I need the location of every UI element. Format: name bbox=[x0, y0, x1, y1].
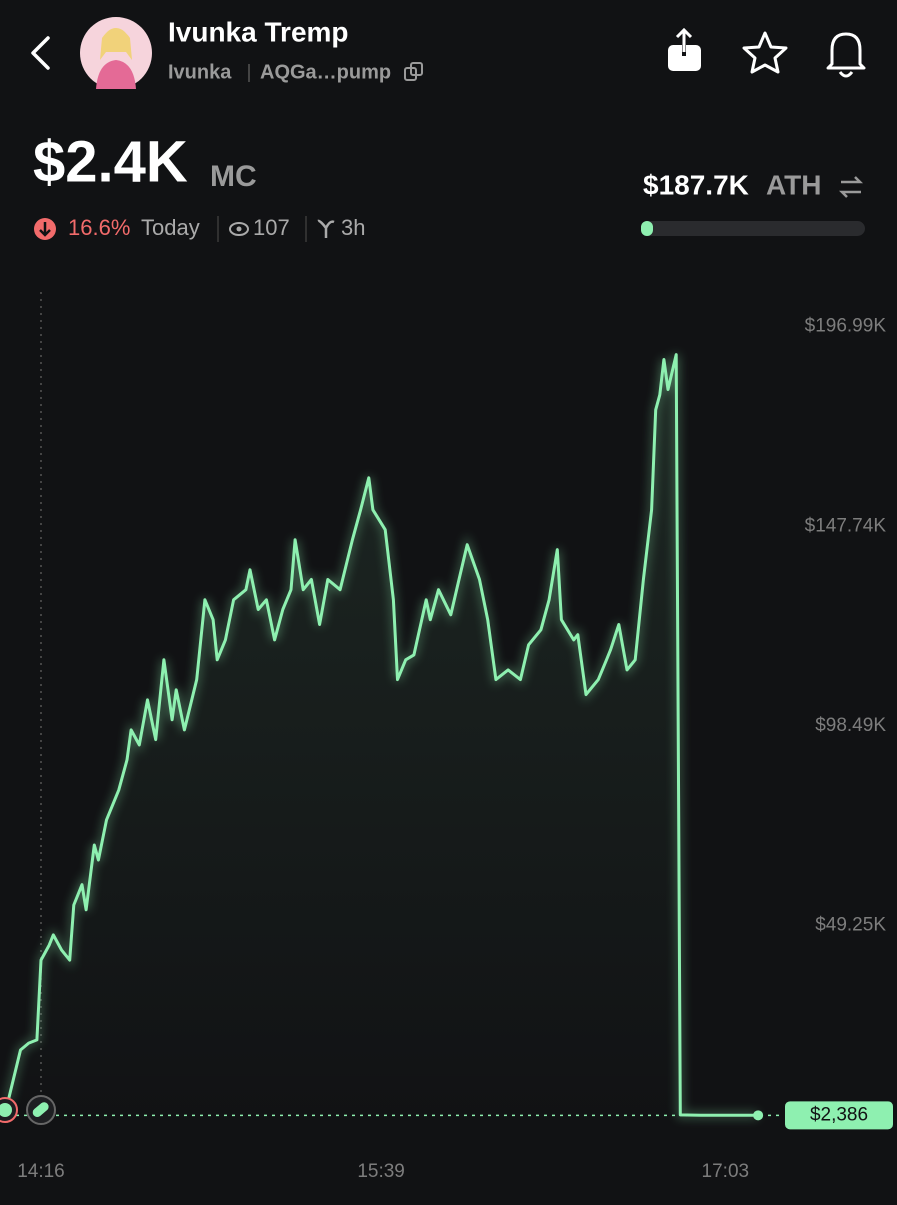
alert-button[interactable] bbox=[826, 32, 866, 78]
change-period: Today bbox=[141, 215, 200, 240]
market-cap: $2.4K bbox=[33, 129, 188, 194]
views-count: 107 bbox=[253, 215, 290, 240]
avatar bbox=[80, 17, 152, 89]
change-percent: 16.6% bbox=[68, 215, 130, 240]
token-ticker: Ivunka bbox=[168, 61, 232, 83]
y-tick-label: $98.49K bbox=[815, 715, 886, 736]
age-icon bbox=[317, 219, 335, 238]
line bbox=[6, 353, 759, 1117]
last-price-label: $2,386 bbox=[810, 1104, 868, 1125]
ath-unit: ATH bbox=[766, 169, 821, 200]
back-button[interactable] bbox=[31, 36, 50, 70]
favorite-button[interactable] bbox=[742, 31, 788, 74]
ath-progress-track bbox=[641, 221, 865, 236]
ath-progress-fill bbox=[641, 221, 653, 236]
copy-icon[interactable] bbox=[404, 62, 423, 81]
down-arrow bbox=[39, 222, 51, 237]
event-icons bbox=[0, 1095, 56, 1125]
share-button[interactable] bbox=[668, 27, 701, 71]
ath-value: $187.7K bbox=[643, 169, 749, 200]
last-price-badge bbox=[785, 1101, 893, 1130]
y-tick-label: $147.74K bbox=[805, 515, 887, 536]
area bbox=[8, 354, 759, 1126]
chart: $49.25K $98.49K $147.74K $196.99K 14:16 15:39… bbox=[0, 316, 893, 1182]
y-tick-label: $196.99K bbox=[805, 316, 887, 337]
last-point bbox=[753, 1110, 764, 1121]
y-tick-label: $49.25K bbox=[815, 914, 886, 935]
token-age: 3h bbox=[341, 215, 365, 240]
x-tick-label: 14:16 bbox=[17, 1161, 65, 1182]
x-tick-label: 15:39 bbox=[357, 1161, 405, 1182]
market-cap-unit: MC bbox=[210, 160, 257, 193]
swap-icon[interactable] bbox=[838, 176, 864, 198]
token-name: Ivunka Tremp bbox=[168, 16, 349, 47]
x-tick-label: 17:03 bbox=[702, 1161, 750, 1182]
token-address: AQGa…pump bbox=[260, 61, 391, 83]
views-icon bbox=[229, 222, 249, 236]
